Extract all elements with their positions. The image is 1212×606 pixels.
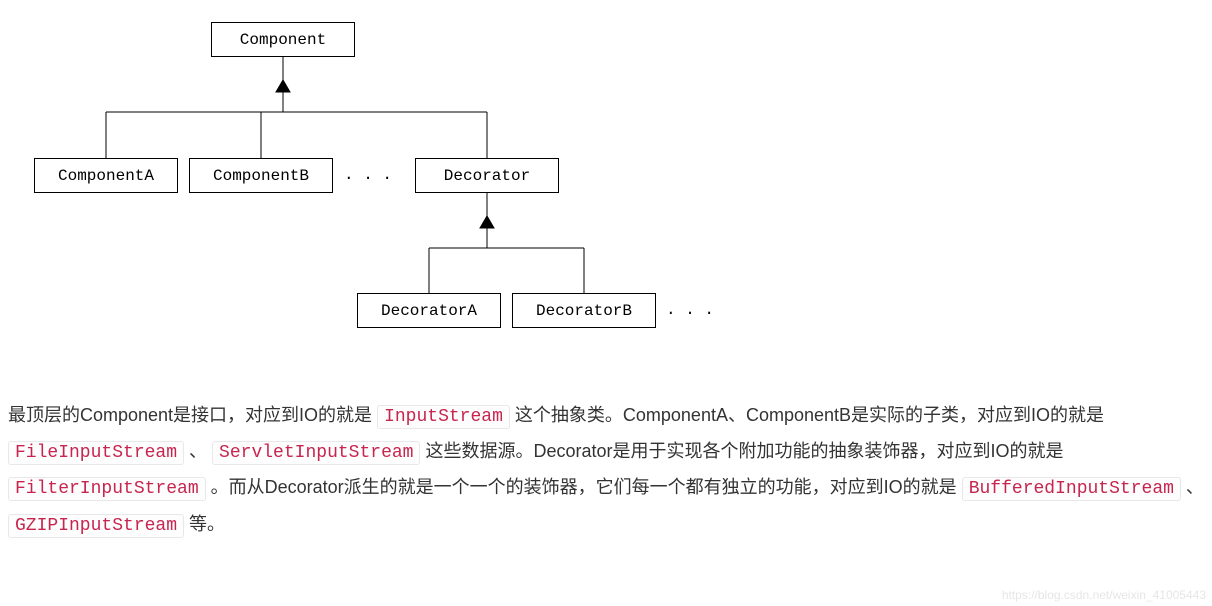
node-componentA: ComponentA: [34, 158, 178, 193]
node-component: Component: [211, 22, 355, 57]
node-componentB: ComponentB: [189, 158, 333, 193]
code-token: BufferedInputStream: [962, 477, 1181, 501]
code-token: ServletInputStream: [212, 441, 420, 465]
code-token: FilterInputStream: [8, 477, 206, 501]
node-decorator: Decorator: [415, 158, 559, 193]
code-token: FileInputStream: [8, 441, 184, 465]
watermark-text: https://blog.csdn.net/weixin_41005443: [1002, 588, 1206, 602]
node-decoratorA: DecoratorA: [357, 293, 501, 328]
code-token: GZIPInputStream: [8, 514, 184, 538]
code-token: InputStream: [377, 405, 510, 429]
ellipsis: . . .: [344, 166, 392, 184]
node-decoratorB: DecoratorB: [512, 293, 656, 328]
ellipsis: . . .: [666, 301, 714, 319]
tree-diagram: Component ComponentA ComponentB . . . Decora…: [0, 0, 1212, 370]
description-paragraph: 最顶层的Component是接口，对应到IO的就是 InputStream 这个…: [8, 398, 1204, 543]
